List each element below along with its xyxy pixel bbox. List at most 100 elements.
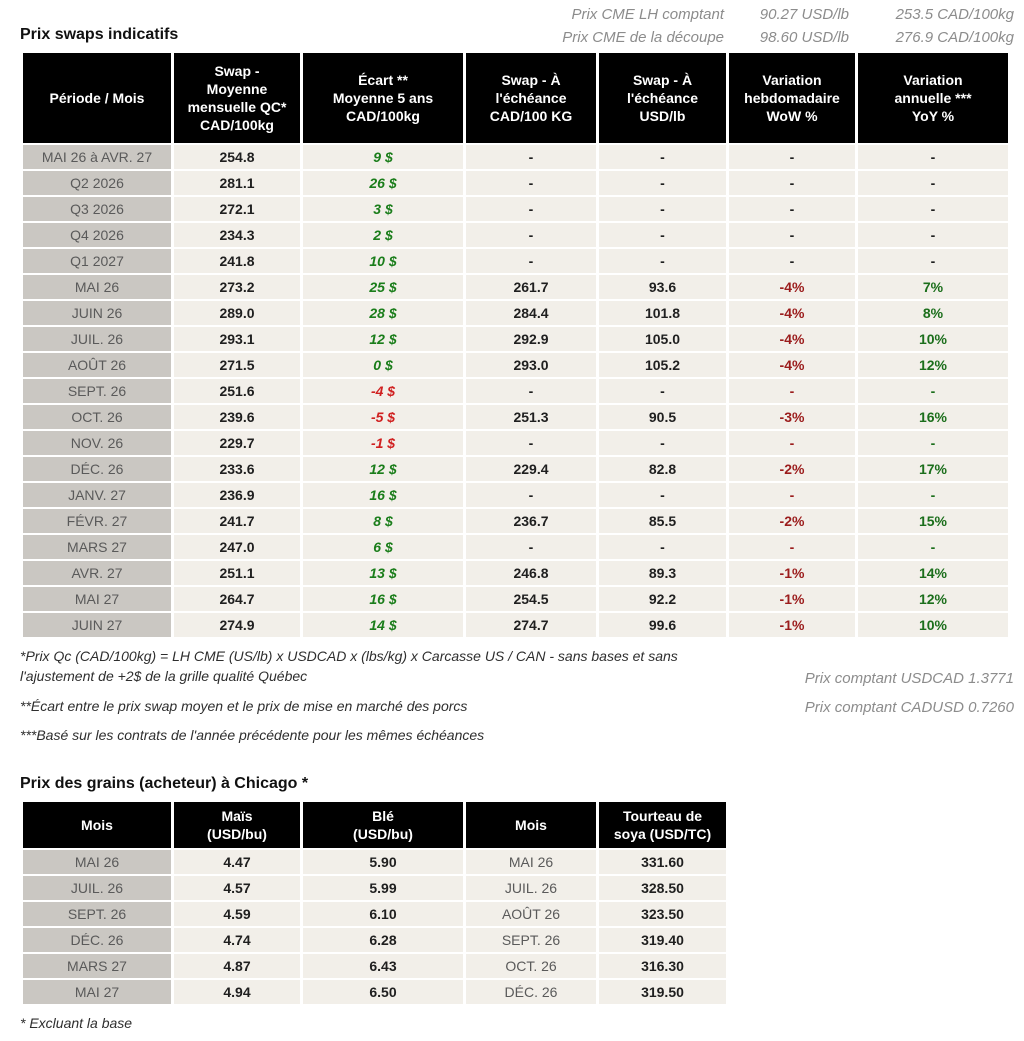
table-row: Q4 2026 234.3 2 $ - - - - [23, 223, 1008, 247]
period-cell: Q3 2026 [23, 197, 171, 221]
yoy-cell: 16% [858, 405, 1008, 429]
swap-maturity-cad-cell: - [466, 223, 596, 247]
yoy-cell: 7% [858, 275, 1008, 299]
period-cell: Q1 2027 [23, 249, 171, 273]
month-cell: DÉC. 26 [23, 928, 171, 953]
swap-maturity-cad-cell: - [466, 145, 596, 169]
wow-cell: -2% [729, 509, 855, 533]
table-row: MAI 27 4.94 6.50 DÉC. 26 319.50 [23, 980, 726, 1005]
swap-avg-cell: 241.7 [174, 509, 300, 533]
column-header: Swap - À l'échéance CAD/100 KG [466, 53, 596, 143]
ecart-cell: 26 $ [303, 171, 463, 195]
table-row: Q1 2027 241.8 10 $ - - - - [23, 249, 1008, 273]
corn-cell: 4.94 [174, 980, 300, 1005]
column-header: Mois [466, 802, 596, 849]
corn-cell: 4.74 [174, 928, 300, 953]
swap-avg-cell: 241.8 [174, 249, 300, 273]
swap-avg-cell: 271.5 [174, 353, 300, 377]
swap-maturity-cad-cell: 236.7 [466, 509, 596, 533]
swap-maturity-cad-cell: - [466, 197, 596, 221]
column-header: Blé (USD/bu) [303, 802, 463, 849]
swap-maturity-cad-cell: 229.4 [466, 457, 596, 481]
period-cell: NOV. 26 [23, 431, 171, 455]
yoy-cell: 8% [858, 301, 1008, 325]
ecart-cell: 16 $ [303, 587, 463, 611]
wow-cell: - [729, 379, 855, 403]
swap-maturity-cad-cell: - [466, 249, 596, 273]
column-header: Tourteau de soya (USD/TC) [599, 802, 726, 849]
ecart-cell: 8 $ [303, 509, 463, 533]
ecart-cell: -5 $ [303, 405, 463, 429]
soymeal-cell: 319.50 [599, 980, 726, 1005]
swap-avg-cell: 273.2 [174, 275, 300, 299]
table-row: FÉVR. 27 241.7 8 $236.7 85.5 -2% 15% [23, 509, 1008, 533]
grains-footnote: * Excluant la base [20, 1015, 133, 1032]
period-cell: JUIN 27 [23, 613, 171, 637]
ecart-cell: -1 $ [303, 431, 463, 455]
quote-cad-value: 253.5 CAD/100kg [895, 6, 1014, 23]
swap-maturity-usd-cell: - [599, 249, 726, 273]
grains-header-row: Mois Maïs (USD/bu) Blé (USD/bu) Mois Tourtea… [23, 802, 726, 849]
column-header: Variation hebdomadaire WoW % [729, 53, 855, 143]
swap-avg-cell: 274.9 [174, 613, 300, 637]
table-row: DÉC. 26 233.6 12 $229.4 82.8 -2% 17% [23, 457, 1008, 481]
swap-avg-cell: 289.0 [174, 301, 300, 325]
swap-maturity-cad-cell: 254.5 [466, 587, 596, 611]
swap-avg-cell: 247.0 [174, 535, 300, 559]
footnote-row: ***Basé sur les contrats de l'année préc… [20, 725, 1014, 745]
soymeal-cell: 323.50 [599, 902, 726, 927]
footnote-price-formula: *Prix Qc (CAD/100kg) = LH CME (US/lb) x … [20, 648, 678, 685]
cme-quotes: Prix CME LH comptant 90.27 USD/lb 253.5 … [514, 6, 1014, 46]
ecart-cell: 16 $ [303, 483, 463, 507]
grains-table: Mois Maïs (USD/bu) Blé (USD/bu) Mois Tourtea… [20, 800, 729, 1006]
yoy-cell: - [858, 197, 1008, 221]
corn-cell: 4.57 [174, 876, 300, 901]
quote-usd-value: 98.60 USD/lb [759, 29, 849, 46]
period-cell: MAI 26 à AVR. 27 [23, 145, 171, 169]
swap-maturity-cad-cell: 284.4 [466, 301, 596, 325]
swaps-header-row: Période / Mois Swap - Moyenne mensuelle Q… [23, 53, 1008, 143]
table-row: AOÛT 26 271.5 0 $293.0 105.2 -4% 12% [23, 353, 1008, 377]
soymeal-month-cell: OCT. 26 [466, 954, 596, 979]
period-cell: MAI 27 [23, 587, 171, 611]
table-row: AVR. 27 251.1 13 $246.8 89.3 -1% 14% [23, 561, 1008, 585]
swaps-footnotes: *Prix Qc (CAD/100kg) = LH CME (US/lb) x … [20, 646, 1014, 745]
swap-avg-cell: 272.1 [174, 197, 300, 221]
column-header: Variation annuelle *** YoY % [858, 53, 1008, 143]
swap-maturity-cad-cell: 261.7 [466, 275, 596, 299]
ecart-cell: 14 $ [303, 613, 463, 637]
swap-avg-cell: 251.1 [174, 561, 300, 585]
swap-maturity-usd-cell: - [599, 431, 726, 455]
table-row: MAI 26 273.2 25 $261.7 93.6 -4% 7% [23, 275, 1008, 299]
soymeal-cell: 319.40 [599, 928, 726, 953]
swap-maturity-usd-cell: 101.8 [599, 301, 726, 325]
table-row: MARS 27 247.0 6 $ - - - - [23, 535, 1008, 559]
swap-maturity-usd-cell: 93.6 [599, 275, 726, 299]
table-row: MAI 26 à AVR. 27 254.8 9 $ - - - - [23, 145, 1008, 169]
swap-maturity-usd-cell: - [599, 223, 726, 247]
yoy-cell: 12% [858, 587, 1008, 611]
footnote-row: *Prix Qc (CAD/100kg) = LH CME (US/lb) x … [20, 646, 1014, 687]
grains-title: Prix des grains (acheteur) à Chicago * [20, 775, 309, 793]
yoy-cell: - [858, 483, 1008, 507]
wow-cell: -4% [729, 353, 855, 377]
footnote-ecart: **Écart entre le prix swap moyen et le p… [20, 697, 468, 714]
period-cell: MARS 27 [23, 535, 171, 559]
ecart-cell: 3 $ [303, 197, 463, 221]
swap-maturity-usd-cell: - [599, 171, 726, 195]
soymeal-month-cell: JUIL. 26 [466, 876, 596, 901]
yoy-cell: 10% [858, 613, 1008, 637]
swap-maturity-cad-cell: 293.0 [466, 353, 596, 377]
wow-cell: -1% [729, 613, 855, 637]
soymeal-cell: 316.30 [599, 954, 726, 979]
cme-cutout-quote: Prix CME de la découpe 98.60 USD/lb 276.… [514, 29, 1014, 46]
swap-maturity-usd-cell: - [599, 379, 726, 403]
period-cell: JUIN 26 [23, 301, 171, 325]
yoy-cell: 14% [858, 561, 1008, 585]
swap-maturity-usd-cell: 105.0 [599, 327, 726, 351]
month-cell: SEPT. 26 [23, 902, 171, 927]
swap-maturity-cad-cell: - [466, 535, 596, 559]
ecart-cell: 0 $ [303, 353, 463, 377]
period-cell: AVR. 27 [23, 561, 171, 585]
